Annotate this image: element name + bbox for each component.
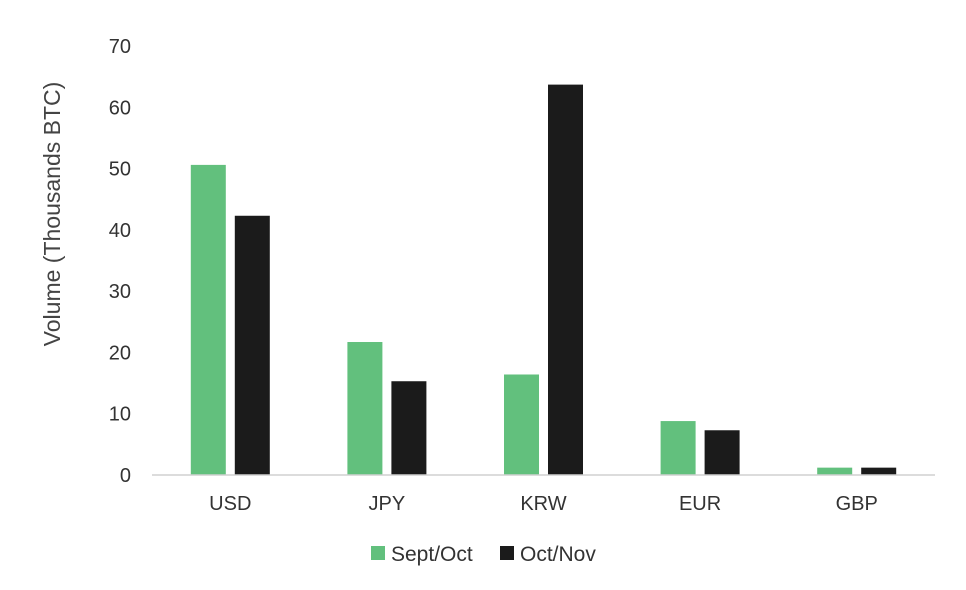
legend-swatch [371, 546, 385, 560]
legend-label: Sept/Oct [391, 543, 473, 566]
x-tick-label: GBP [836, 493, 878, 515]
bar-oct-nov-jpy [391, 381, 427, 475]
y-axis-title: Volume (Thousands BTC) [39, 82, 65, 347]
bar-oct-nov-gbp [861, 467, 897, 475]
bar-sept-oct-gbp [817, 467, 853, 475]
legend-swatch [500, 546, 514, 560]
bar-sept-oct-krw [504, 374, 539, 475]
legend-item: Oct/Nov [500, 543, 596, 566]
x-tick-label: EUR [679, 493, 721, 515]
y-tick-label: 60 [109, 97, 131, 119]
x-tick-label: JPY [369, 493, 406, 515]
y-tick-label: 10 [109, 404, 131, 426]
legend-item: Sept/Oct [371, 543, 473, 566]
y-axis-ticks: 0 10 20 30 40 50 60 70 [109, 36, 131, 487]
bars [190, 84, 897, 476]
legend-label: Oct/Nov [520, 543, 596, 566]
bar-sept-oct-jpy [347, 342, 383, 475]
bar-oct-nov-eur [704, 430, 740, 475]
y-tick-label: 20 [109, 342, 131, 364]
bar-oct-nov-krw [548, 84, 583, 476]
bar-sept-oct-eur [660, 421, 696, 475]
x-axis-ticks: USD JPY KRW EUR GBP [209, 493, 878, 515]
x-tick-label: USD [209, 493, 251, 515]
legend: Sept/Oct Oct/Nov [371, 543, 596, 566]
y-tick-label: 70 [109, 36, 131, 58]
x-tick-label: KRW [520, 493, 566, 515]
y-tick-label: 50 [109, 159, 131, 181]
y-tick-label: 40 [109, 220, 131, 242]
y-tick-label: 30 [109, 281, 131, 303]
bar-sept-oct-usd [190, 164, 226, 475]
y-tick-label: 0 [120, 465, 131, 487]
bar-oct-nov-usd [234, 215, 270, 476]
